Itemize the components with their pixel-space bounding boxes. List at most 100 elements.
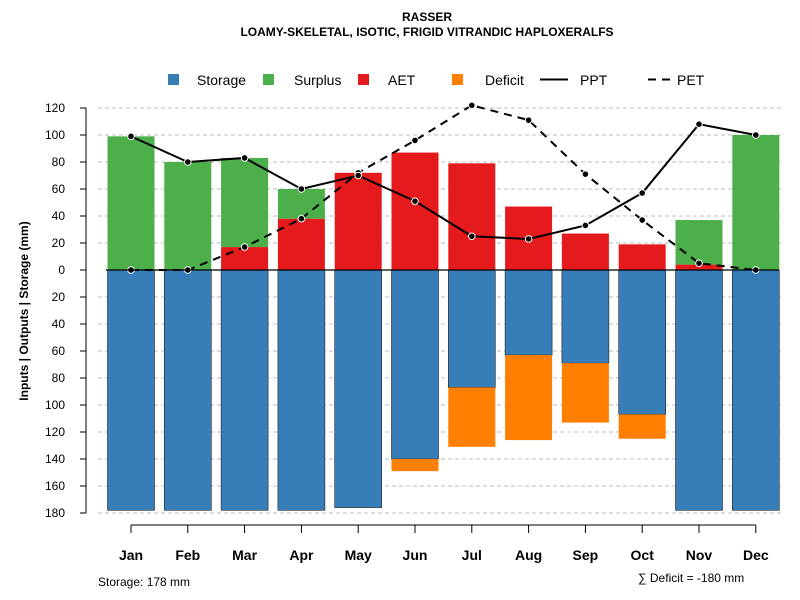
legend-label-ppt: PPT bbox=[580, 72, 608, 88]
bar-storage-jun bbox=[391, 269, 439, 460]
bar-storage-may bbox=[334, 269, 383, 508]
bar-surplus-dec bbox=[732, 135, 780, 270]
point-ppt-aug bbox=[524, 235, 533, 243]
y-tick-label: 160 bbox=[45, 479, 65, 493]
x-tick-label-apr: Apr bbox=[289, 547, 314, 563]
y-tick-label: 80 bbox=[52, 155, 66, 169]
bar-storage-jul bbox=[447, 269, 496, 388]
bar-storage-sep bbox=[561, 269, 610, 364]
x-tick-label-jul: Jul bbox=[462, 547, 482, 563]
point-ppt-dec bbox=[752, 131, 760, 139]
bars bbox=[107, 135, 780, 511]
legend-label-surplus: Surplus bbox=[294, 72, 341, 88]
x-tick-label-mar: Mar bbox=[232, 547, 257, 563]
point-ppt-mar bbox=[240, 154, 249, 162]
bar-storage-dec bbox=[731, 269, 780, 511]
x-tick-label-nov: Nov bbox=[686, 547, 713, 563]
point-pet-oct bbox=[638, 216, 647, 224]
bar-storage-aug bbox=[504, 269, 553, 356]
legend-swatch-storage bbox=[168, 74, 179, 85]
bar-deficit-oct bbox=[618, 414, 666, 439]
y-tick-label: 120 bbox=[45, 425, 65, 439]
x-tick-label-aug: Aug bbox=[515, 547, 542, 563]
y-tick-label: 20 bbox=[52, 290, 66, 304]
bar-surplus-mar bbox=[221, 157, 269, 248]
legend-label-deficit: Deficit bbox=[485, 72, 524, 88]
y-tick-label: 40 bbox=[52, 209, 66, 223]
point-ppt-apr bbox=[297, 185, 306, 193]
footer-deficit: ∑ Deficit = -180 mm bbox=[638, 571, 744, 585]
point-pet-jul bbox=[468, 101, 476, 110]
legend-swatch-deficit bbox=[452, 74, 463, 85]
bar-aet-jul bbox=[448, 163, 496, 270]
legend-swatch-surplus bbox=[263, 74, 274, 85]
point-ppt-jun bbox=[411, 197, 419, 205]
y-tick-label: 80 bbox=[52, 371, 66, 385]
bar-storage-oct bbox=[618, 269, 667, 415]
x-tick-label-jan: Jan bbox=[119, 547, 143, 563]
axes: 120 100 80 60 40 20 0 20 40 60 80 100 120 140 160 180 Ja… bbox=[45, 101, 779, 563]
point-pet-aug bbox=[524, 116, 533, 124]
bar-aet-oct bbox=[618, 244, 666, 270]
point-ppt-jul bbox=[468, 232, 476, 241]
lines bbox=[127, 101, 760, 274]
y-axis-label: Inputs | Outputs | Storage (mm) bbox=[17, 221, 31, 400]
footer-storage: Storage: 178 mm bbox=[98, 575, 190, 589]
bar-aet-may bbox=[334, 172, 382, 270]
legend-label-pet: PET bbox=[677, 72, 705, 88]
chart-subtitle: LOAMY-SKELETAL, ISOTIC, FRIGID VITRANDIC… bbox=[240, 25, 613, 39]
legend-swatch-aet bbox=[358, 74, 369, 85]
point-ppt-oct bbox=[638, 189, 647, 197]
bar-storage-jan bbox=[107, 269, 155, 511]
x-tick-label-dec: Dec bbox=[743, 547, 769, 563]
bar-aet-nov bbox=[675, 264, 723, 270]
y-tick-label: 60 bbox=[52, 182, 66, 196]
gridlines bbox=[98, 107, 782, 514]
legend-label-storage: Storage bbox=[197, 72, 246, 88]
x-tick-label-feb: Feb bbox=[175, 547, 200, 563]
point-pet-sep bbox=[581, 170, 590, 178]
x-tick-label-oct: Oct bbox=[631, 547, 655, 563]
bar-aet-apr bbox=[277, 218, 325, 270]
line-pet bbox=[131, 104, 756, 271]
point-ppt-nov bbox=[695, 120, 703, 128]
line-ppt bbox=[130, 123, 756, 240]
bar-deficit-sep bbox=[561, 363, 609, 423]
point-ppt-may bbox=[354, 171, 363, 180]
x-tick-label-may: May bbox=[345, 547, 372, 563]
bar-deficit-aug bbox=[505, 355, 553, 441]
bar-storage-apr bbox=[277, 269, 326, 511]
point-ppt-feb bbox=[184, 158, 192, 166]
legend-label-aet: AET bbox=[388, 72, 416, 88]
bar-deficit-jul bbox=[448, 387, 496, 447]
x-tick-label-sep: Sep bbox=[573, 547, 599, 563]
chart-title: RASSER bbox=[402, 10, 452, 24]
bar-deficit-jun bbox=[391, 459, 439, 472]
bar-surplus-nov bbox=[675, 220, 723, 265]
point-pet-jun bbox=[411, 136, 419, 145]
y-tick-label: 120 bbox=[45, 101, 65, 115]
y-tick-label: 100 bbox=[45, 398, 65, 412]
x-tick-label-jun: Jun bbox=[403, 547, 428, 563]
point-pet-apr bbox=[297, 214, 306, 223]
bar-surplus-jan bbox=[107, 136, 155, 270]
bar-aet-sep bbox=[561, 233, 609, 270]
y-tick-label: 100 bbox=[45, 128, 65, 142]
bar-surplus-feb bbox=[164, 162, 212, 270]
legend: Storage Surplus AET Deficit PPT PET bbox=[168, 72, 705, 88]
y-tick-label: 0 bbox=[58, 263, 65, 277]
y-tick-label: 20 bbox=[52, 236, 66, 250]
y-tick-label: 180 bbox=[45, 506, 65, 520]
point-pet-mar bbox=[240, 243, 249, 251]
bar-storage-nov bbox=[675, 269, 723, 511]
point-pet-nov bbox=[695, 259, 703, 268]
point-ppt-jan bbox=[127, 132, 135, 141]
y-tick-label: 140 bbox=[45, 452, 65, 466]
bar-storage-feb bbox=[164, 269, 212, 511]
bar-storage-mar bbox=[220, 269, 269, 511]
bar-surplus-apr bbox=[277, 189, 325, 219]
y-tick-label: 40 bbox=[52, 317, 66, 331]
point-ppt-sep bbox=[581, 221, 590, 230]
